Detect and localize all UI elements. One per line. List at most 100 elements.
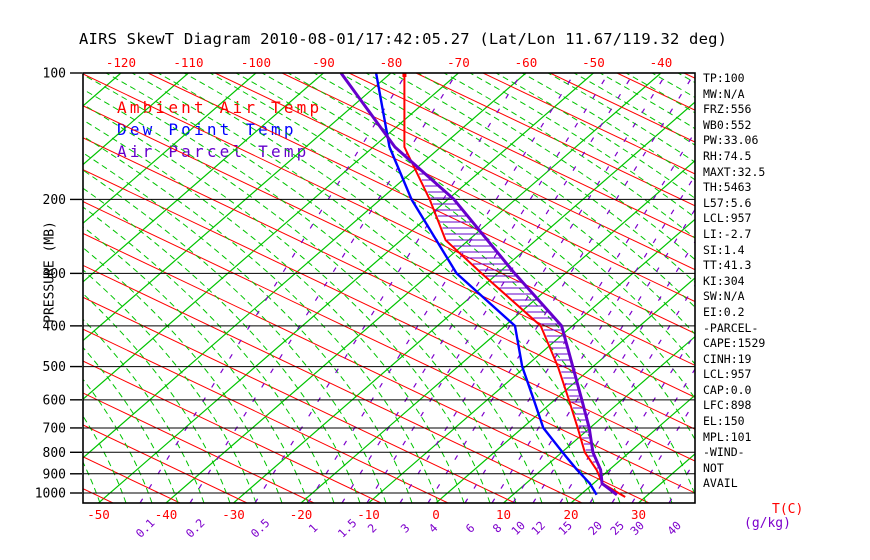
cape-hatch [416, 167, 600, 475]
stat-line: -PARCEL- [703, 320, 759, 335]
dry-adiabat-line [83, 424, 248, 503]
dry-adiabat-line [83, 201, 695, 494]
dry-adiabat-line [83, 137, 695, 430]
moist-adiabat-line [469, 73, 695, 219]
mixing-ratio-tick-label: 10 [508, 518, 528, 538]
moist-adiabat-line [677, 73, 695, 84]
bottom-temp-tick-label: 10 [496, 507, 511, 522]
pressure-tick-label: 100 [43, 67, 66, 82]
stat-line: SW:N/A [703, 289, 745, 304]
ambient-air-temp-curve [403, 73, 626, 498]
stat-line: LCL:957 [703, 211, 752, 226]
sounding-curves [339, 73, 626, 498]
isotherm-line [83, 73, 392, 342]
mixing-ratio-line [139, 73, 408, 503]
dry-adiabat-line [549, 73, 695, 143]
stat-line: -WIND- [703, 445, 745, 460]
top-temp-tick-label: -90 [312, 55, 335, 70]
mixing-ratio-tick-label: 1 [306, 521, 321, 536]
dry-adiabat-line [83, 360, 382, 503]
stat-line: AVAIL [703, 476, 738, 491]
mixing-ratio-tick-label: 4 [426, 521, 441, 536]
top-temp-tick-label: -60 [515, 55, 538, 70]
stat-line: L57:5.6 [703, 195, 752, 210]
dry-adiabat-line [83, 232, 650, 503]
dry-adiabat-line [147, 73, 695, 335]
moist-adiabat-line [339, 73, 695, 335]
stat-line: LFC:898 [703, 398, 752, 413]
dry-adiabat-line [83, 73, 695, 366]
pressure-tick-label: 400 [43, 319, 66, 334]
mixing-ratio-line [668, 459, 695, 503]
moist-adiabat-line [83, 88, 517, 503]
pressure-tick-label: 900 [43, 467, 66, 482]
moist-adiabat-line [573, 73, 695, 146]
pressure-tick-label: 600 [43, 393, 66, 408]
stat-line: CINH:19 [703, 351, 752, 366]
dry-adiabat-line [83, 392, 315, 503]
bottom-temp-tick-label: -20 [290, 507, 313, 522]
stats-panel: TP:100 MW:N/A FRZ:556 WB0:552 PW:33.06 RH:74.… [703, 71, 765, 492]
moist-adiabat-line [83, 169, 387, 503]
pressure-tick-label: 1000 [35, 487, 66, 502]
dry-adiabat-line [83, 456, 181, 503]
top-temp-tick-label: -120 [106, 55, 136, 70]
stat-line: MPL:101 [703, 429, 752, 444]
plot-border [82, 72, 696, 504]
moist-adiabat-line [235, 73, 695, 497]
moist-adiabat-line [521, 73, 695, 181]
dry-adiabat-line [83, 296, 516, 503]
mixing-ratio-tick-label: 20 [585, 518, 605, 538]
stat-line: TP:100 [703, 71, 745, 85]
moist-adiabat-line [391, 73, 695, 284]
isotherm-line [83, 73, 189, 166]
top-temp-tick-label: -40 [650, 55, 673, 70]
pressure-tick-label: 300 [43, 267, 66, 282]
mixing-ratio-unit-label: (g/kg) [744, 516, 791, 531]
moist-adiabat-line [105, 73, 569, 503]
pressure-tick-label: 500 [43, 360, 66, 375]
moist-adiabat-line [287, 73, 695, 400]
stat-line: SI:1.4 [703, 242, 745, 257]
pressure-tick-label: 700 [43, 421, 66, 436]
mixing-ratio-line [611, 367, 695, 503]
moist-adiabat-line [83, 461, 101, 503]
air-parcel-temp-curve [339, 73, 618, 496]
moist-adiabat-line [83, 103, 491, 503]
dry-adiabat-line [415, 73, 695, 207]
moist-adiabat-line [83, 119, 465, 503]
stat-line: LCL:957 [703, 367, 752, 382]
mixing-ratio-tick-label: 8 [490, 521, 505, 536]
mixing-ratio-tick-label: 25 [607, 518, 627, 538]
mixing-ratio-tick-label: 0.2 [183, 516, 208, 541]
moist-adiabat-line [83, 226, 309, 503]
bottom-temp-tick-label: -10 [357, 507, 380, 522]
mixing-ratio-line [589, 332, 695, 503]
temp-axis-unit-label: T(C) [772, 502, 804, 517]
moist-adiabat-line [417, 73, 695, 261]
stat-line: PW:33.06 [703, 133, 759, 148]
top-temp-tick-label: -50 [582, 55, 605, 70]
isotherm-line [503, 335, 695, 503]
grid-lines [83, 73, 695, 503]
dry-adiabat-line [83, 105, 695, 398]
moist-adiabat-line [83, 415, 127, 503]
pressure-tick-label: 200 [43, 193, 66, 208]
mixing-ratio-line [631, 400, 695, 503]
moist-adiabat-line [625, 73, 695, 114]
bottom-temp-tick-label: 30 [631, 507, 646, 522]
bottom-temp-tick-label: 20 [563, 507, 578, 522]
dew-point-temp-curve [374, 73, 598, 496]
top-temp-tick-label: -110 [173, 55, 203, 70]
dry-adiabat-line [214, 73, 695, 303]
stat-line: CAPE:1529 [703, 336, 766, 351]
mixing-ratio-line [189, 73, 458, 503]
dry-adiabat-line [482, 73, 695, 175]
bottom-temp-tick-label: -40 [155, 507, 178, 522]
isotherm-line [570, 394, 695, 503]
temp-curve-top-marker [402, 73, 407, 77]
top-temp-tick-label: -80 [380, 55, 403, 70]
moist-adiabat-line [83, 346, 179, 503]
